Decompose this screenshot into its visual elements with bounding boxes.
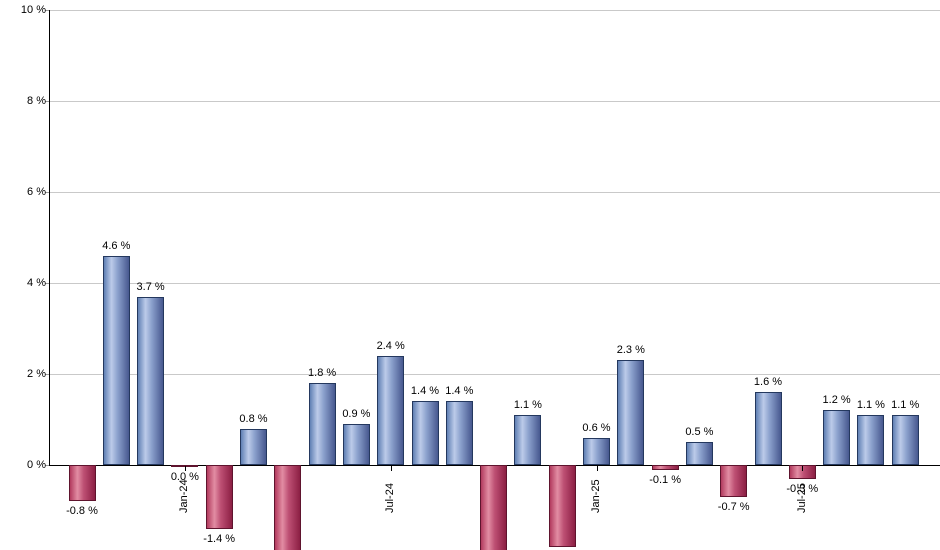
- bar-month-22: [788, 465, 816, 479]
- bar-value-label: -1.4 %: [203, 532, 236, 545]
- bar-value-label: 1.6 %: [753, 376, 783, 389]
- bar-month-6: [240, 428, 267, 465]
- bar-month-3: [137, 296, 165, 465]
- x-axis-tick-label: Jul-25: [795, 483, 808, 513]
- y-axis-tick-label: 0 %: [27, 458, 46, 471]
- bar-month-16: [583, 437, 610, 465]
- bar-value-label: 0.8 %: [239, 412, 268, 425]
- bar-value-label: 2.4 %: [376, 339, 405, 352]
- y-axis-line: [49, 10, 50, 465]
- bar-month-2: [102, 255, 130, 465]
- bar-value-label: 0.5 %: [685, 426, 714, 439]
- bar-value-label: 1.1 %: [856, 398, 885, 411]
- y-axis-tick-label: 8 %: [27, 94, 46, 107]
- bar-value-label: -0.3 %: [786, 482, 819, 495]
- bar-month-10: [377, 355, 405, 465]
- gridline: [49, 9, 940, 11]
- bar-month-19: [685, 442, 713, 465]
- gridline: [49, 191, 940, 193]
- bar-value-label: 0.6 %: [582, 421, 611, 434]
- x-axis-tick: [802, 466, 804, 471]
- y-axis-tick: [45, 191, 49, 193]
- bar-value-label: 3.7 %: [136, 280, 165, 293]
- y-axis-tick: [45, 9, 49, 11]
- bar-month-21: [754, 392, 782, 465]
- gridline: [49, 100, 940, 102]
- bar-value-label: 2.3 %: [616, 344, 645, 357]
- x-axis-tick-label: Jul-24: [384, 483, 397, 513]
- bar-month-8: [308, 383, 336, 465]
- bar-month-17: [617, 360, 645, 465]
- y-axis-tick: [45, 282, 49, 284]
- gridline: [49, 373, 940, 375]
- bar-month-14: [514, 414, 542, 465]
- bar-value-label: 1.8 %: [308, 367, 337, 380]
- bar-value-label: -0.7 %: [717, 500, 750, 513]
- bar-value-label: 0.9 %: [342, 408, 371, 421]
- bar-value-label: -0.8 %: [66, 505, 98, 518]
- y-axis-tick: [45, 100, 49, 102]
- x-axis-tick: [390, 466, 392, 471]
- bar-value-label: 1.1 %: [891, 398, 920, 411]
- bar-value-label: 1.4 %: [445, 385, 474, 398]
- y-axis-tick-label: 6 %: [27, 185, 46, 198]
- bar-month-9: [342, 424, 370, 465]
- y-axis-tick-label: 10 %: [20, 3, 46, 16]
- bar-month-20: [720, 465, 748, 497]
- y-axis-tick: [45, 464, 49, 466]
- bar-value-label: 4.6 %: [102, 239, 131, 252]
- bar-value-label: 1.4 %: [410, 385, 440, 398]
- y-axis-tick-label: 4 %: [27, 276, 46, 289]
- x-axis-tick-label: Jan-25: [590, 479, 602, 513]
- bar-month-18: [651, 465, 679, 470]
- y-axis-tick: [45, 373, 49, 375]
- bar-month-1: [68, 465, 96, 502]
- bar-value-label: 0.0 %: [170, 471, 199, 483]
- bar-month-7: [274, 465, 302, 550]
- bar-month-13: [480, 465, 508, 550]
- y-axis-tick-label: 2 %: [27, 367, 46, 380]
- bar-value-label: 1.2 %: [822, 394, 851, 407]
- bar-month-24: [857, 414, 885, 465]
- bar-value-label: -0.1 %: [649, 473, 681, 486]
- bar-month-5: [205, 465, 233, 529]
- x-axis-tick: [184, 466, 186, 471]
- bar-value-label: 1.1 %: [513, 398, 542, 411]
- gridline: [49, 282, 940, 284]
- x-axis-tick-label: Jan-24: [178, 479, 191, 513]
- bar-month-23: [823, 410, 851, 465]
- bar-month-25: [891, 414, 919, 465]
- x-axis-tick: [596, 466, 598, 471]
- bar-month-15: [548, 465, 576, 547]
- bar-month-11: [411, 401, 439, 465]
- bar-month-12: [445, 401, 473, 465]
